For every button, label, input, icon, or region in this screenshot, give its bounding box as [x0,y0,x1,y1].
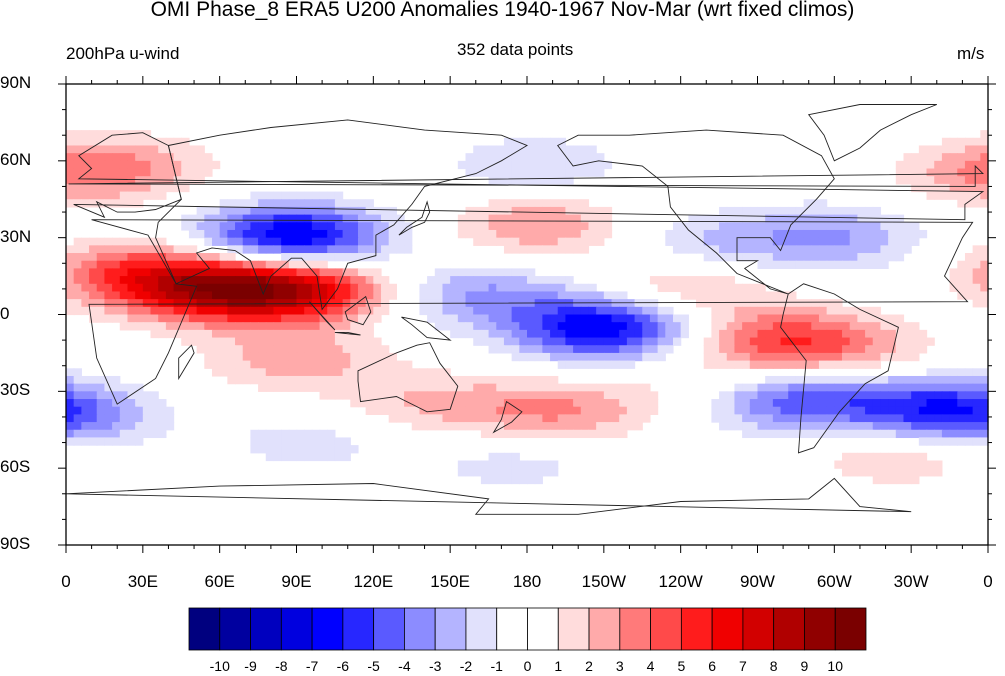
colorbar-box [742,607,775,651]
coastline-segment-8 [65,477,912,515]
data-points-label: 352 data points [457,40,574,59]
coastline-segment-14 [334,331,361,336]
colorbar-box [711,607,744,651]
colorbar-box [619,607,651,651]
colorbar-box [250,607,282,651]
lat-tick-label: 90N [0,73,32,92]
plot-title: OMI Phase_8 ERA5 U200 Anomalies 1940-196… [150,0,855,21]
lon-tick-label: 60E [204,572,235,591]
colorbar-box [434,607,467,651]
colorbar-level-label: -9 [244,658,257,674]
colorbar-level-label: -3 [428,658,442,674]
coastline-segment-13 [308,301,336,331]
lat-tick-label: 30N [0,226,32,246]
lon-tick-label: 180 [512,572,542,591]
coastline-segment-3 [357,342,459,413]
coastline-segment-10 [398,200,431,236]
colorbar-level-label: 2 [585,658,593,674]
colorbar-box [680,607,713,651]
colorbar-level-label: -2 [459,658,473,674]
colorbar-level-label: -8 [275,658,288,674]
colorbar-box [188,607,221,651]
lon-tick-label: 90W [740,572,775,591]
colorbar-box [773,607,805,651]
colorbar-level-label: -10 [209,658,230,674]
lat-tick-label: 30S [0,380,31,400]
colorbar-level-label: 3 [615,658,624,674]
colorbar-box [373,607,405,651]
colorbar-box [342,607,375,651]
lon-tick-label: 0 [983,572,993,591]
colorbar-box [527,607,559,651]
colorbar-level-label: -7 [305,658,319,674]
coastline-segment-4 [492,400,523,434]
coastline-segment-0 [88,219,974,405]
lon-tick-label: 150W [581,572,627,591]
colorbar-box [404,607,436,651]
lon-tick-label: 120W [658,572,703,591]
lon-tick-label: 150E [430,572,470,591]
lon-tick-label: 120E [353,572,394,591]
colorbar-level-label: 9 [800,658,809,674]
colorbar-level-label: -6 [336,658,350,674]
lon-tick-label: 0 [61,572,71,591]
colorbar-box [557,607,590,651]
lat-tick-label: 60N [0,149,32,169]
colorbar-level-label: -4 [398,658,411,674]
colorbar-box [311,607,344,651]
colorbar-level-label: 0 [523,658,532,674]
colorbar-level-label: 6 [708,658,717,674]
colorbar-box [219,607,251,651]
colorbar-box [588,607,621,651]
colorbar-level-label: 5 [677,658,686,674]
tick-marks [58,76,996,553]
coastline-segment-5 [557,129,835,295]
lat-tick-label: 60S [0,457,31,477]
coastline-segment-11 [68,164,984,187]
coastline-segment-6 [780,283,899,454]
colorbar-level-label: 4 [646,658,655,674]
colorbar-box [496,607,528,651]
coastlines [65,104,985,515]
lat-tick-label: 90S [0,534,31,553]
colorbar-level-label: 7 [739,658,747,674]
colorbar-level-label: 1 [554,658,563,674]
colorbar-level-label: -1 [490,658,503,674]
lat-tick-label: 0 [0,303,10,323]
lon-tick-label: 30W [893,572,929,591]
variable-label: 200hPa u-wind [66,44,180,63]
colorbar-box [804,607,836,651]
coastline-segment-7 [807,104,937,162]
colorbar-box [650,607,682,651]
coastline-segment-9 [178,344,195,381]
coastline-segment-12 [344,295,372,326]
colorbar-box [280,607,313,651]
lon-tick-label: 60W [816,572,852,591]
colorbar-level-label: 10 [827,658,843,674]
lon-tick-label: 90E [281,572,312,591]
colorbar-box [834,607,867,651]
lon-tick-label: 30E [127,572,158,591]
units-label: m/s [957,44,985,63]
coastline-segment-15 [401,316,452,341]
colorbar-level-label: -5 [367,658,380,674]
coastline-segment-2 [155,119,529,311]
colorbar-box [465,607,498,651]
colorbar-level-label: 8 [769,658,778,674]
